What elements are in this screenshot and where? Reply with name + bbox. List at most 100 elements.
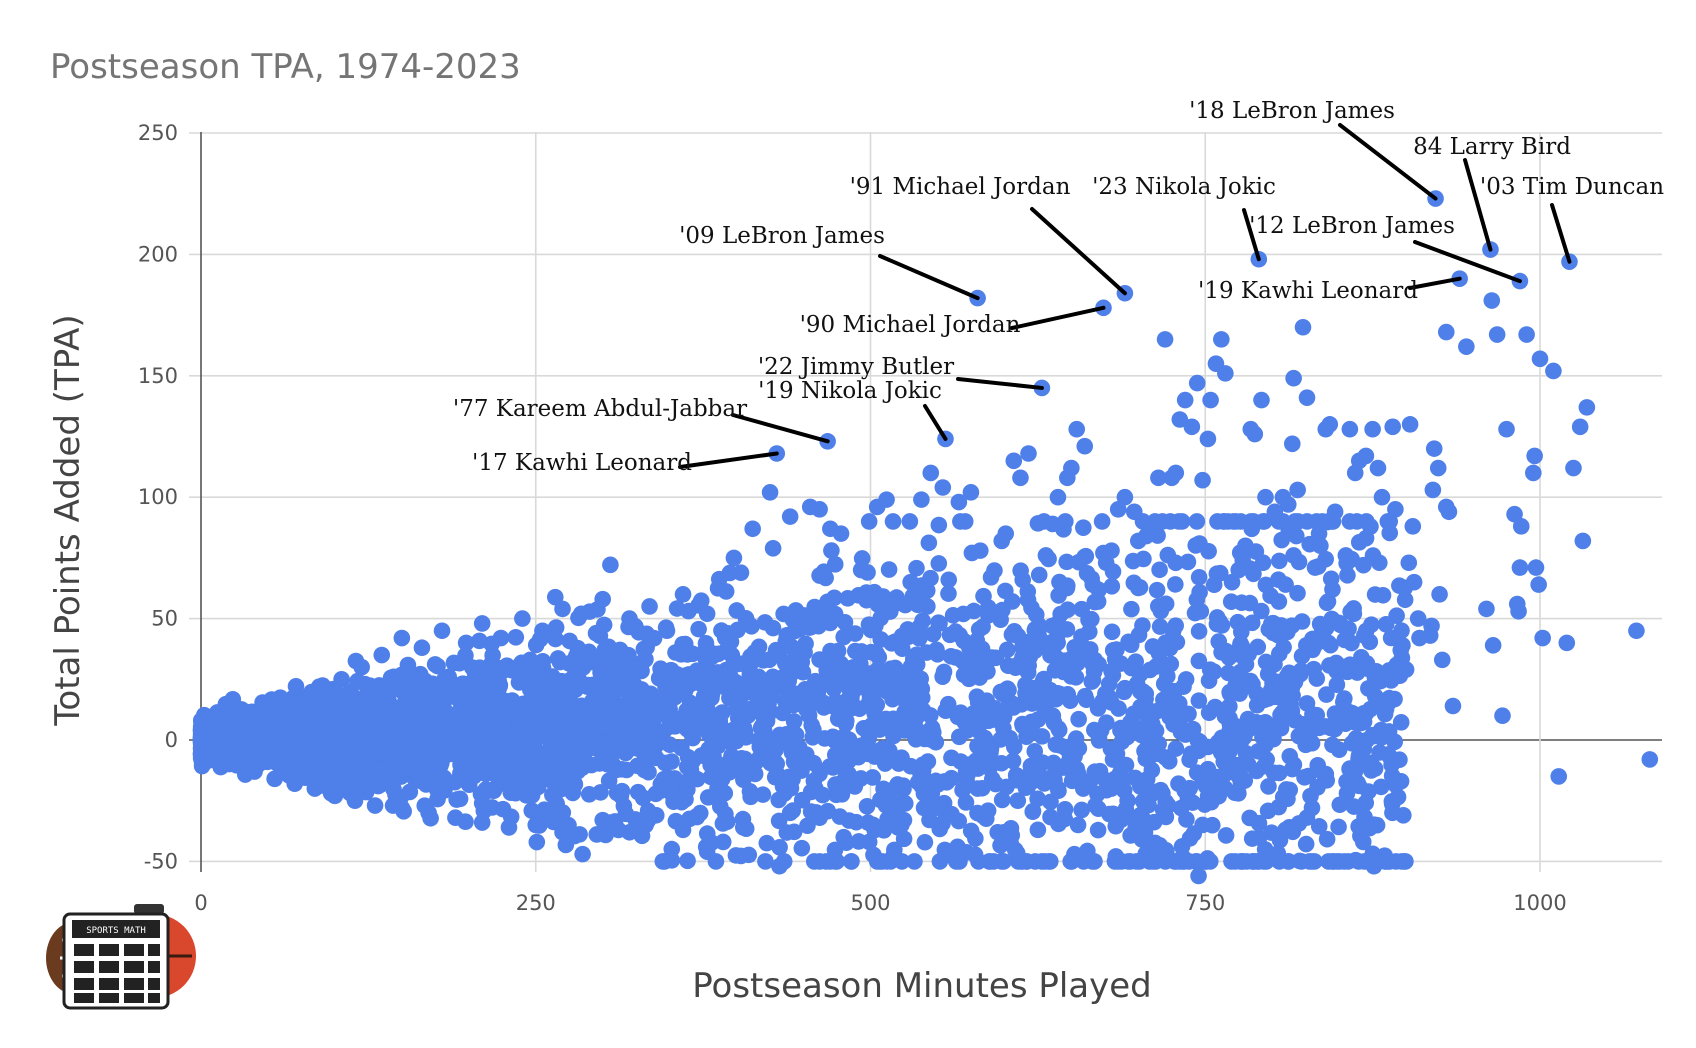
data-point [807, 779, 824, 797]
x-tick-label: 750 [1185, 891, 1225, 915]
data-point [1130, 579, 1147, 597]
data-point [541, 669, 558, 686]
annotation-label: 84 Larry Bird [1413, 134, 1571, 160]
data-point [266, 770, 283, 788]
data-point [871, 721, 888, 738]
data-point [1070, 710, 1087, 728]
annotation-leader-line [878, 254, 980, 301]
data-point [725, 549, 743, 567]
data-point [1401, 416, 1419, 433]
data-point [1221, 715, 1239, 733]
data-point [1429, 459, 1447, 477]
data-point [730, 655, 747, 673]
data-point [971, 542, 989, 559]
data-point [697, 649, 714, 667]
data-point [1019, 583, 1037, 600]
data-point [1055, 663, 1072, 681]
data-point [1383, 793, 1401, 810]
data-point [703, 689, 720, 707]
data-point [652, 660, 669, 677]
data-point [868, 498, 886, 516]
data-point [858, 680, 875, 698]
data-point [1506, 505, 1523, 523]
data-point [1392, 714, 1410, 731]
data-point [971, 669, 988, 686]
data-point [1458, 338, 1475, 355]
data-point [860, 513, 878, 530]
data-point [799, 817, 816, 835]
data-point [344, 703, 362, 721]
data-point [1036, 853, 1054, 870]
data-point [1270, 798, 1288, 816]
data-point [594, 590, 611, 608]
data-point [1283, 435, 1301, 453]
data-point [1175, 678, 1192, 695]
data-point [861, 665, 878, 682]
data-point [1241, 594, 1259, 612]
data-point [1283, 760, 1301, 778]
data-point [479, 704, 497, 722]
data-point [234, 726, 251, 743]
annotation-leader-line [923, 404, 948, 441]
annotation-leader-line [678, 451, 779, 469]
data-point [1187, 537, 1205, 554]
data-point [1190, 622, 1208, 640]
data-point [1565, 459, 1582, 477]
data-point [638, 639, 655, 656]
data-point [622, 683, 640, 700]
data-point [1277, 781, 1295, 798]
data-point [757, 853, 774, 870]
data-point [1063, 853, 1081, 870]
data-point [1008, 767, 1025, 784]
y-tick-label: 250 [138, 121, 178, 145]
data-point [930, 555, 948, 572]
data-point [1376, 665, 1394, 683]
data-point [944, 607, 962, 624]
data-point [777, 727, 794, 744]
data-point [1142, 850, 1160, 867]
data-point [799, 615, 817, 632]
data-point [692, 675, 709, 692]
data-point [1339, 566, 1356, 584]
data-point [811, 567, 828, 584]
data-point [673, 793, 690, 811]
data-point [505, 732, 522, 749]
data-point [979, 802, 997, 819]
data-point [514, 698, 532, 716]
data-point [393, 799, 411, 817]
data-point [586, 686, 604, 704]
data-point [940, 585, 957, 602]
data-point [1404, 518, 1422, 535]
data-point [1137, 750, 1155, 768]
data-point [528, 833, 546, 851]
data-point [860, 616, 878, 633]
data-point [1176, 391, 1194, 409]
data-point [1498, 420, 1515, 438]
data-point [744, 520, 761, 538]
data-point [688, 770, 706, 788]
data-point [1263, 615, 1281, 632]
data-point [1250, 853, 1267, 870]
data-point [714, 833, 732, 851]
data-point [1089, 593, 1107, 610]
data-point [654, 853, 672, 870]
data-point [1208, 609, 1226, 626]
annotation-label: '22 Jimmy Butler [758, 354, 954, 380]
data-point [1270, 513, 1288, 530]
data-point [1123, 600, 1140, 618]
data-point [1130, 532, 1147, 550]
data-point [1167, 617, 1185, 634]
data-point [1395, 853, 1413, 870]
data-point [1558, 634, 1576, 652]
data-point [440, 670, 458, 688]
data-point [1042, 808, 1059, 826]
data-point [893, 640, 911, 657]
annotation-label: '19 Nikola Jokic [758, 378, 942, 404]
data-point [1254, 513, 1272, 530]
data-point [1103, 623, 1121, 641]
data-point [395, 684, 413, 702]
chart-title: Postseason TPA, 1974-2023 [50, 47, 521, 87]
data-point [633, 827, 651, 845]
data-point [1086, 853, 1103, 870]
data-point [1009, 792, 1027, 809]
